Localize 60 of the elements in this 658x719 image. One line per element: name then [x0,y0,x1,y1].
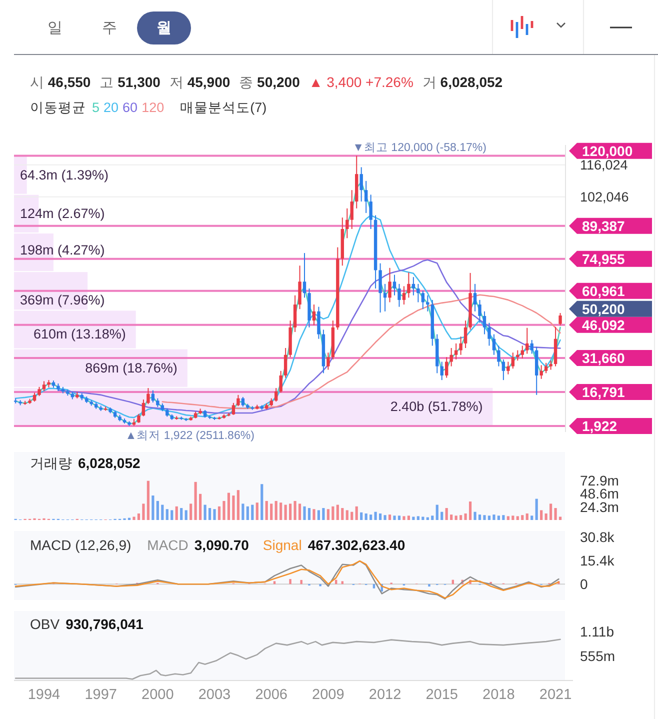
x-tick-label: 2006 [255,687,288,703]
text: 60 [122,100,138,115]
legend-title: 이동평균 [30,100,86,115]
ref-line-label: 60,961 [582,282,626,299]
y-tick-label: 1.11b [580,624,614,640]
annotation: ▼최고 120,000 (-58.17%) [352,142,487,154]
text: ▲ 3,400 +7.26% [308,74,414,90]
text: 월 [156,20,172,36]
data-label: 124m (2.67%) [20,206,105,222]
text: 고 51,300 [100,74,161,90]
data-label: 198m (4.27%) [20,242,105,258]
text: 시 46,550 [30,74,91,90]
x-tick-label: 2012 [368,687,402,703]
ref-line-label: 1,922 [582,418,618,434]
data-label: 64.3m (1.39%) [20,168,109,183]
chart-title: 매물분석도(7) [180,100,267,115]
text: 종 50,200 [239,74,300,90]
text: MACD [147,537,188,553]
y-tick-label: 30.8k [580,528,616,545]
x-tick-label: 1997 [84,687,117,703]
text: 거 6,028,052 [422,74,503,90]
annotation: 50,200 [582,300,626,317]
annotation: 6,028,052 [78,455,140,471]
y-tick-label: 72.9m [580,472,619,488]
ref-line-label: 89,387 [582,218,626,234]
data-label: 869m (18.76%) [85,360,178,376]
y-tick-label: 116,024 [580,157,628,172]
chart-title: OBV [30,616,60,632]
ref-line-label: 31,660 [582,350,626,366]
y-tick-label: 555m [580,648,616,664]
annotation: 3,090.70 [194,537,250,553]
x-tick-label: 2009 [312,687,344,703]
data-label: 369m (7.96%) [20,292,105,308]
annotation: 930,796,041 [66,616,144,632]
data-label: 2.40b (51.78%) [390,399,483,414]
annotation: 467.302,623.40 [308,537,406,553]
text: 주 [102,20,117,36]
text: 저 45,900 [169,74,230,90]
series-label: Signal [262,537,302,553]
text: 20 [104,100,119,115]
ref-line-label: 74,955 [582,250,626,267]
x-tick-label: 2021 [539,687,572,703]
text: 일 [48,20,62,36]
y-tick-label: 15.4k [580,552,616,569]
annotation: ▲최저 1,922 (2511.86%) [125,430,255,442]
y-tick-label: 102,046 [580,189,629,204]
x-tick-label: 2018 [482,687,515,703]
text: 5 [92,100,100,115]
x-tick-label: 2000 [142,687,174,703]
x-tick-label: 1994 [28,687,60,703]
data-label: 610m (13.18%) [34,326,126,342]
ref-line-label: 120,000 [582,142,633,159]
x-tick-label: 2003 [198,687,231,703]
x-tick-label: 2015 [426,687,458,703]
text: 120 [142,100,164,115]
ref-line-label: 46,092 [582,316,626,333]
chart-title: 거래량 [30,455,72,471]
chart-title: MACD (12,26,9) [30,537,132,553]
ref-line-label: 16,791 [582,384,626,400]
y-tick-label: 0 [580,576,588,592]
